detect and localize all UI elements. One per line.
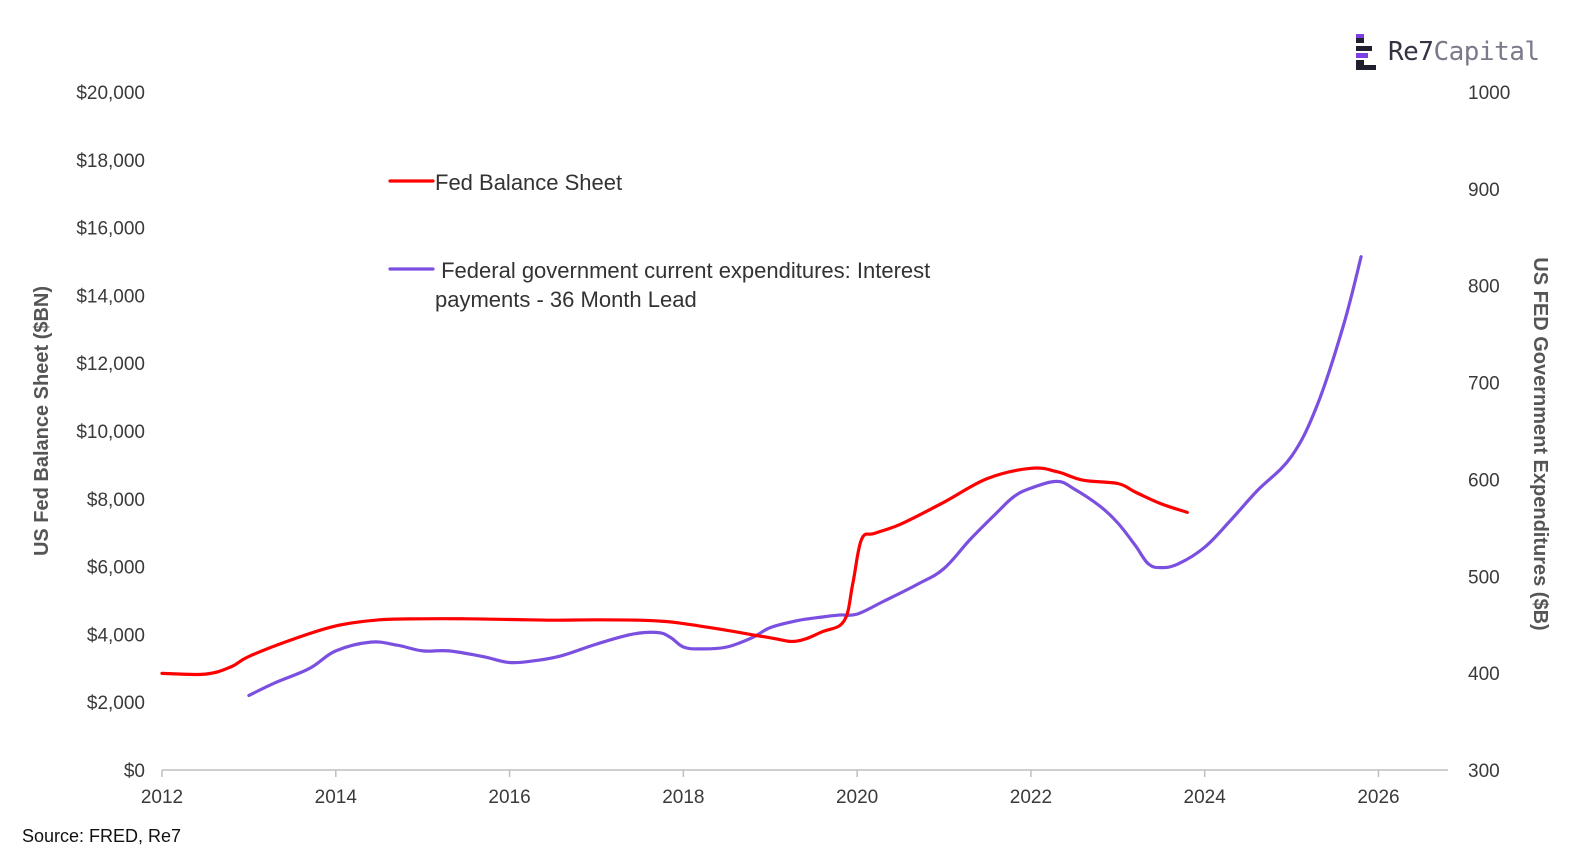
left-y-tick-label: $4,000 bbox=[87, 625, 145, 646]
left-y-tick-label: $6,000 bbox=[87, 558, 145, 579]
x-tick-label: 2026 bbox=[1357, 787, 1399, 808]
legend-label: payments - 36 Month Lead bbox=[435, 287, 697, 312]
right-y-axis-title: US FED Government Expenditures ($B) bbox=[1529, 257, 1551, 630]
x-tick-label: 2016 bbox=[488, 787, 530, 808]
left-y-tick-label: $20,000 bbox=[76, 83, 145, 104]
left-y-axis-title: US Fed Balance Sheet ($BN) bbox=[31, 286, 53, 556]
left-y-tick-label: $2,000 bbox=[87, 693, 145, 714]
legend: Fed Balance Sheet Federal government cur… bbox=[388, 170, 930, 312]
re7-logo-text: Re7Capital bbox=[1388, 37, 1540, 67]
right-y-tick-label: 600 bbox=[1468, 470, 1500, 491]
left-y-tick-label: $16,000 bbox=[76, 219, 145, 240]
right-y-tick-label: 700 bbox=[1468, 374, 1500, 395]
left-y-tick-label: $12,000 bbox=[76, 354, 145, 375]
legend-label: Fed Balance Sheet bbox=[435, 170, 622, 195]
x-tick-label: 2014 bbox=[315, 787, 358, 808]
fed-balance-sheet-line bbox=[160, 466, 1189, 677]
x-tick-label: 2024 bbox=[1184, 787, 1227, 808]
right-y-tick-label: 800 bbox=[1468, 277, 1500, 298]
left-y-tick-label: $18,000 bbox=[76, 151, 145, 172]
re7-capital-logo: Re7Capital bbox=[1356, 34, 1540, 70]
series-layer bbox=[160, 255, 1363, 697]
left-y-tick-label: $14,000 bbox=[76, 286, 145, 307]
right-y-tick-label: 1000 bbox=[1468, 83, 1510, 104]
left-y-axis-ticks: $0 $2,000 $4,000 $6,000 $8,000 $10,000 $12,000… bbox=[76, 83, 145, 782]
x-tick-label: 2022 bbox=[1010, 787, 1052, 808]
x-tick-label: 2018 bbox=[662, 787, 704, 808]
left-y-tick-label: $10,000 bbox=[76, 422, 145, 443]
right-y-tick-label: 400 bbox=[1468, 664, 1500, 685]
right-y-tick-label: 300 bbox=[1468, 761, 1500, 782]
re7-logo-mark-icon bbox=[1356, 34, 1378, 70]
x-tick-label: 2012 bbox=[141, 787, 183, 808]
left-y-tick-label: $8,000 bbox=[87, 490, 145, 511]
interest-payments-line bbox=[247, 255, 1363, 697]
legend-label: Federal government current expenditures:… bbox=[435, 258, 930, 283]
logo-text-re7: Re7 bbox=[1388, 37, 1434, 67]
left-y-tick-label: $0 bbox=[124, 761, 145, 782]
logo-text-capital: Capital bbox=[1433, 37, 1540, 67]
right-y-tick-label: 500 bbox=[1468, 567, 1500, 588]
right-y-axis-ticks: 300 400 500 600 700 800 900 1000 bbox=[1468, 83, 1510, 782]
x-tick-label: 2020 bbox=[836, 787, 878, 808]
right-y-tick-label: 900 bbox=[1468, 180, 1500, 201]
source-note: Source: FRED, Re7 bbox=[22, 826, 182, 846]
x-axis-ticks: 2012 2014 2016 2018 2020 2022 2024 2026 bbox=[141, 770, 1400, 808]
